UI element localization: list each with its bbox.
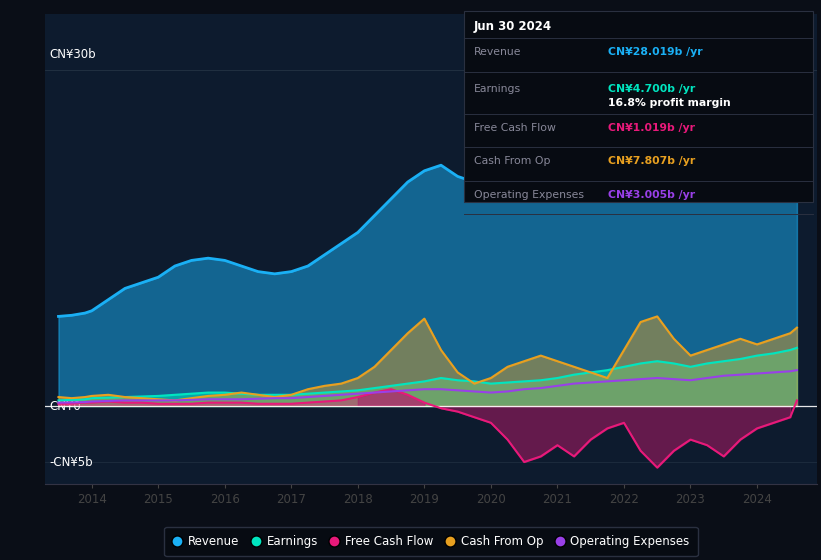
Text: 16.8% profit margin: 16.8% profit margin xyxy=(608,99,731,108)
Text: CN¥30b: CN¥30b xyxy=(49,48,95,60)
Text: CN¥1.019b /yr: CN¥1.019b /yr xyxy=(608,123,695,133)
Text: Earnings: Earnings xyxy=(474,85,521,94)
Text: CN¥7.807b /yr: CN¥7.807b /yr xyxy=(608,156,695,166)
Text: CN¥28.019b /yr: CN¥28.019b /yr xyxy=(608,47,702,57)
Text: Revenue: Revenue xyxy=(474,47,521,57)
Text: Free Cash Flow: Free Cash Flow xyxy=(474,123,556,133)
Text: CN¥3.005b /yr: CN¥3.005b /yr xyxy=(608,190,695,200)
Text: CN¥0: CN¥0 xyxy=(49,399,80,413)
Legend: Revenue, Earnings, Free Cash Flow, Cash From Op, Operating Expenses: Revenue, Earnings, Free Cash Flow, Cash … xyxy=(164,526,698,556)
Text: -CN¥5b: -CN¥5b xyxy=(49,455,93,469)
Text: Cash From Op: Cash From Op xyxy=(474,156,550,166)
Text: Jun 30 2024: Jun 30 2024 xyxy=(474,20,552,34)
Text: CN¥4.700b /yr: CN¥4.700b /yr xyxy=(608,85,695,94)
Text: Operating Expenses: Operating Expenses xyxy=(474,190,584,200)
